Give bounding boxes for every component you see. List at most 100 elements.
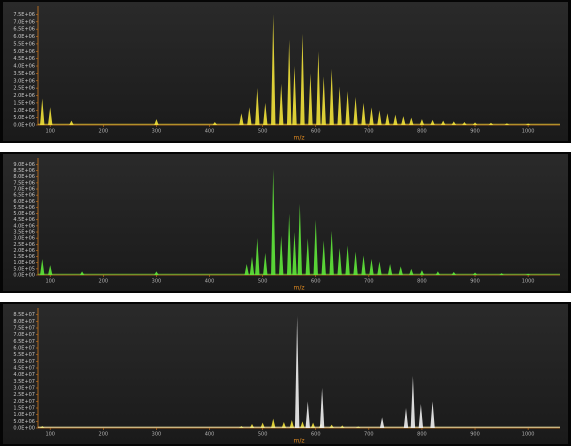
peak (297, 203, 302, 275)
peak (271, 14, 276, 125)
y-tick-label: 6.0E+06 (13, 34, 35, 40)
x-tick-label: 1000 (522, 432, 535, 438)
y-tick-label: 4.0E+06 (13, 64, 35, 70)
peak (260, 422, 265, 428)
x-tick-label: 800 (417, 432, 427, 438)
peak (419, 270, 425, 275)
panel: 0.0E+005.0E+061.0E+071.5E+072.0E+072.5E+… (0, 302, 571, 446)
peak (409, 117, 414, 125)
peak (40, 98, 45, 125)
peak (286, 213, 292, 275)
peak (403, 408, 409, 428)
peak (255, 238, 260, 275)
x-tick-label: 700 (364, 432, 374, 438)
y-tick-label: 6.5E+06 (13, 193, 35, 199)
peak (263, 252, 268, 275)
y-tick-label: 2.0E+07 (13, 399, 35, 405)
y-tick-label: 1.5E+06 (13, 100, 35, 106)
peak (292, 232, 297, 275)
y-tick-label: 4.0E+07 (13, 372, 35, 378)
y-tick-label: 1.5E+07 (13, 406, 35, 412)
peak (401, 116, 406, 125)
y-tick-label: 3.5E+06 (13, 71, 35, 77)
y-tick-label: 2.0E+06 (13, 248, 35, 254)
y-tick-label: 4.5E+07 (13, 366, 35, 372)
peak (319, 388, 325, 428)
peak (300, 33, 305, 125)
x-tick-label: 900 (470, 432, 480, 438)
x-axis-label: m/z (293, 135, 304, 142)
x-tick-label: 300 (152, 432, 162, 438)
x-tick-label: 500 (258, 279, 268, 285)
peak (440, 120, 446, 125)
y-tick-label: 7.5E+06 (13, 180, 35, 186)
peak (321, 76, 326, 125)
peak (472, 122, 478, 125)
peak (40, 259, 45, 275)
panel-bg (3, 304, 568, 444)
peak (244, 263, 249, 275)
y-tick-label: 5.5E+06 (13, 41, 35, 47)
peak (263, 102, 268, 125)
peak (271, 418, 276, 428)
y-tick-label: 7.5E+06 (13, 12, 35, 18)
peak (387, 263, 393, 275)
x-tick-label: 800 (417, 129, 427, 135)
x-tick-label: 600 (311, 432, 321, 438)
peak (451, 271, 456, 275)
x-tick-label: 100 (45, 279, 55, 285)
y-tick-label: 9.0E+06 (13, 162, 35, 168)
x-tick-label: 200 (99, 129, 109, 135)
peak (69, 120, 74, 125)
y-tick-label: 8.5E+07 (13, 312, 35, 318)
peak (308, 73, 313, 125)
peak (279, 235, 284, 275)
y-tick-label: 5.5E+06 (13, 205, 35, 211)
peak (321, 240, 326, 275)
peak (249, 256, 255, 275)
x-tick-label: 400 (205, 129, 215, 135)
peak (313, 219, 318, 275)
peak (409, 268, 414, 275)
peak (353, 251, 358, 275)
x-axis-label: m/z (293, 438, 304, 445)
peak (286, 39, 292, 125)
y-tick-label: 6.5E+07 (13, 339, 35, 345)
peak (212, 122, 218, 125)
y-tick-label: 6.0E+06 (13, 199, 35, 205)
y-tick-label: 7.5E+07 (13, 326, 35, 332)
peak (48, 107, 53, 125)
x-tick-label: 1000 (522, 129, 535, 135)
y-tick-label: 5.0E+06 (13, 419, 35, 425)
peak (294, 316, 300, 428)
peak (305, 238, 310, 275)
peak (281, 422, 287, 428)
peak (255, 88, 260, 125)
peak (271, 169, 276, 275)
y-tick-label: 5.5E+07 (13, 352, 35, 358)
peak (435, 271, 441, 275)
peak (345, 91, 350, 125)
x-tick-label: 700 (364, 129, 374, 135)
y-tick-label: 3.0E+07 (13, 386, 35, 392)
peak (279, 83, 284, 125)
y-tick-label: 8.0E+06 (13, 174, 35, 180)
peak (472, 272, 478, 275)
y-tick-label: 4.0E+06 (13, 223, 35, 229)
x-axis-label: m/z (293, 285, 304, 292)
peak (361, 102, 366, 125)
y-tick-label: 1.5E+06 (13, 254, 35, 260)
y-tick-label: 3.0E+06 (13, 78, 35, 84)
peak (48, 265, 53, 275)
x-tick-label: 200 (99, 279, 109, 285)
peak (329, 230, 334, 275)
y-tick-label: 3.5E+07 (13, 379, 35, 385)
peak (462, 122, 467, 125)
panel-bg (3, 154, 568, 291)
peak (418, 404, 424, 428)
peak (369, 259, 374, 275)
peak (385, 113, 390, 125)
peak (239, 113, 244, 125)
